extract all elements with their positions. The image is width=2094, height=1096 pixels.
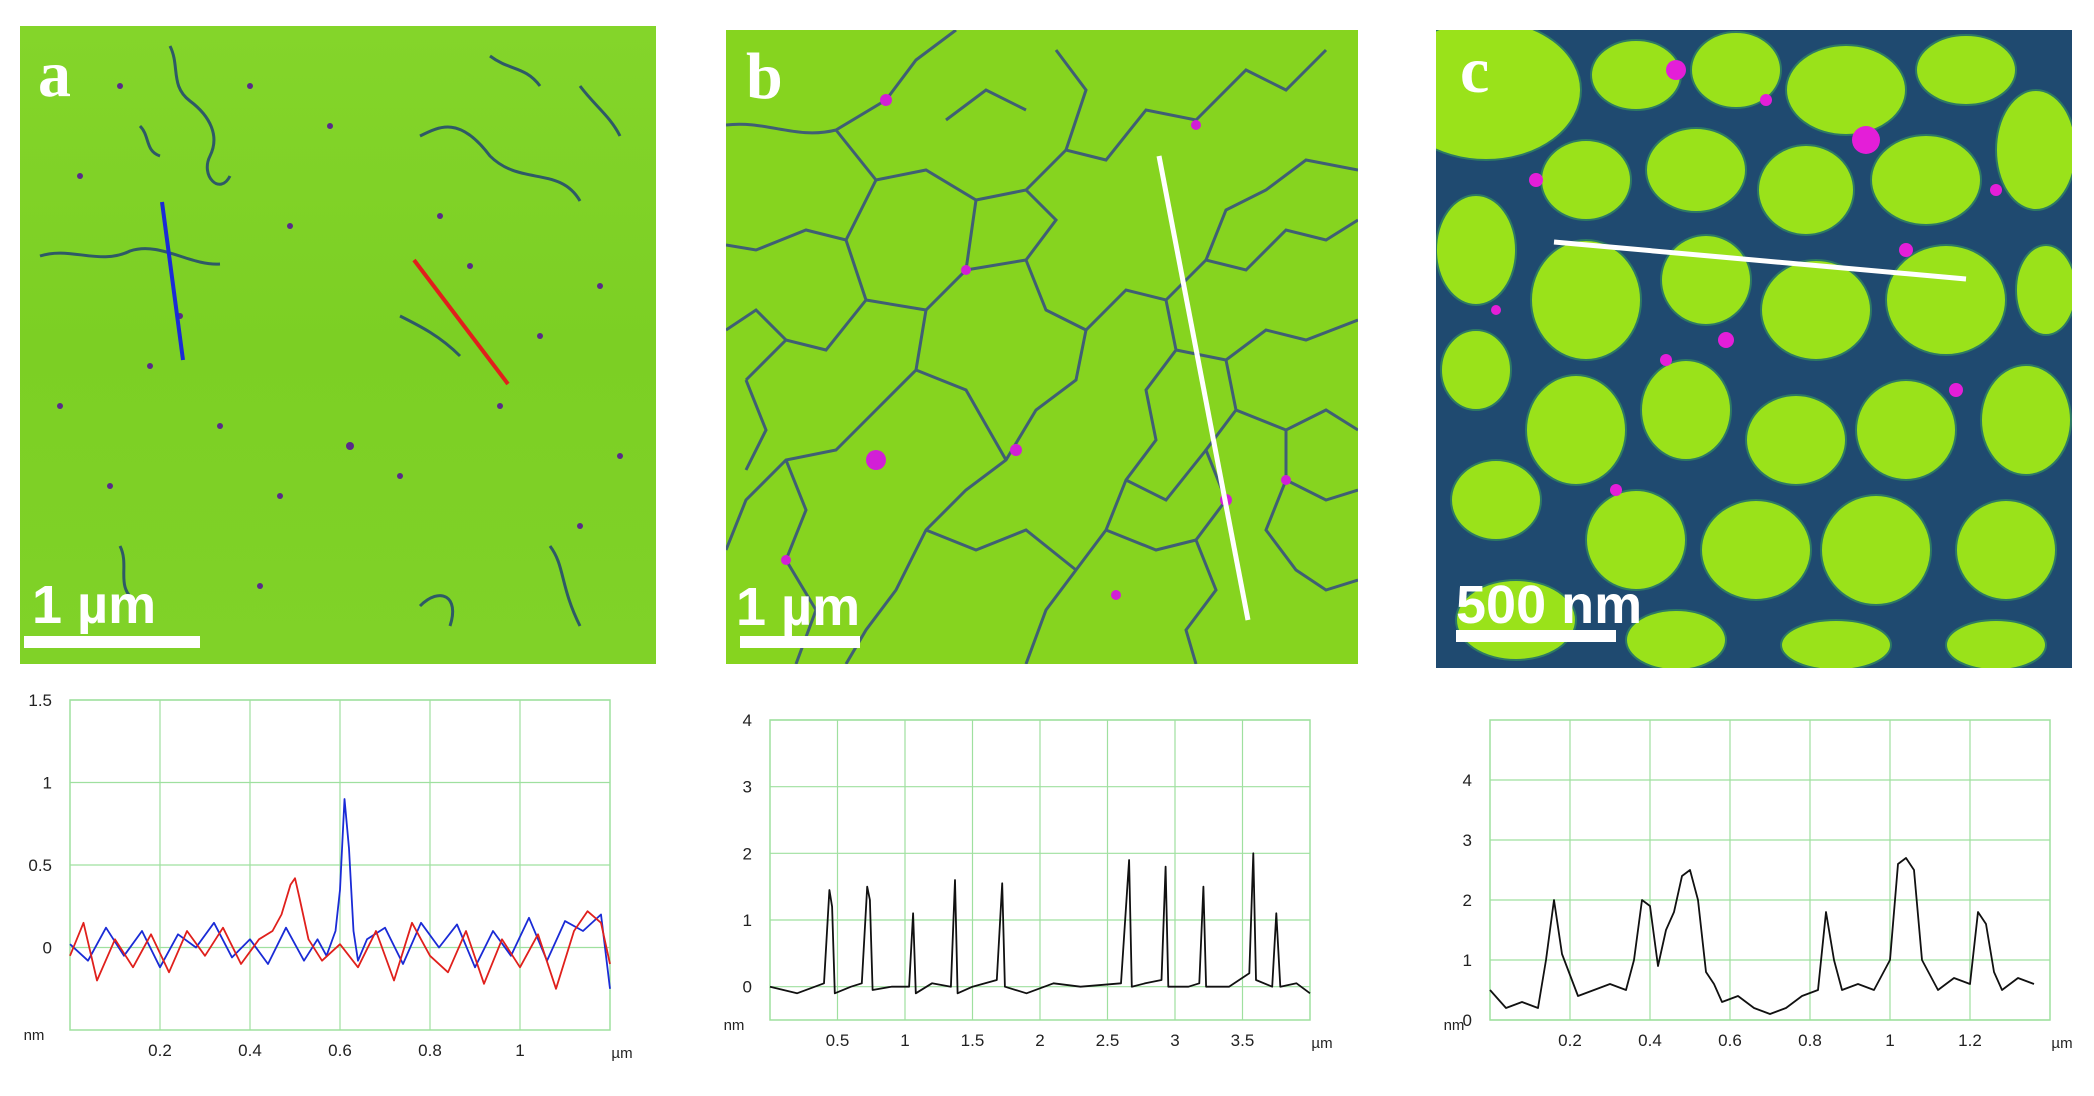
x-tick-label-c: 0.2 — [1558, 1031, 1582, 1050]
x-tick-label-b: 1 — [900, 1031, 909, 1050]
y-tick-label-a: 0 — [43, 939, 52, 958]
height-profile-c-chart: 0.2 0.4 0.6 0.8 1 1.2 0 1 2 3 4 nm µm — [1444, 719, 2073, 1052]
x-tick-label-c: 1 — [1885, 1031, 1894, 1050]
x-tick-label-a: 0.4 — [238, 1041, 262, 1060]
height-profile-a: 0.2 0.4 0.6 0.8 1 0 0.5 1 1.5 nm µm — [0, 690, 640, 1090]
scale-bar-c — [1456, 630, 1616, 642]
x-tick-label-b: 3 — [1170, 1031, 1179, 1050]
panel-letter-a: a — [38, 38, 71, 111]
x-axis-unit-c: µm — [2051, 1035, 2072, 1052]
height-profile-a-chart: 0.2 0.4 0.6 0.8 1 0 0.5 1 1.5 nm µm — [24, 691, 633, 1062]
y-tick-label-b: 2 — [743, 844, 752, 863]
x-tick-label-c: 0.8 — [1798, 1031, 1822, 1050]
plot-frame-c — [1489, 719, 2051, 1021]
x-tick-label-a: 0.2 — [148, 1041, 172, 1060]
series-line-b-0 — [769, 852, 1311, 995]
y-tick-label-a: 0.5 — [28, 856, 52, 875]
y-tick-label-c: 3 — [1463, 831, 1472, 850]
x-tick-label-b: 0.5 — [826, 1031, 850, 1050]
y-axis-unit-b: nm — [724, 1017, 745, 1034]
y-axis-unit-c: nm — [1444, 1017, 1465, 1034]
afm-image-b-graphic — [726, 30, 1358, 664]
x-tick-label-a: 1 — [515, 1041, 524, 1060]
y-tick-label-b: 0 — [743, 978, 752, 997]
scale-bar-a — [24, 636, 200, 648]
x-tick-label-c: 1.2 — [1958, 1031, 1982, 1050]
x-tick-label-b: 3.5 — [1231, 1031, 1255, 1050]
height-profile-b-chart: 0.5 1 1.5 2 2.5 3 3.5 0 1 2 3 4 nm µm — [724, 711, 1333, 1052]
scale-label-c: 500 nm — [1456, 575, 1643, 635]
x-tick-label-c: 0.6 — [1718, 1031, 1742, 1050]
panel-letter-b: b — [746, 40, 783, 113]
x-tick-label-a: 0.6 — [328, 1041, 352, 1060]
series-line-a-0 — [69, 798, 611, 989]
x-tick-label-a: 0.8 — [418, 1041, 442, 1060]
scale-label-b: 1 µm — [736, 577, 861, 637]
afm-image-c-graphic — [1436, 30, 2072, 668]
x-axis-unit-a: µm — [611, 1045, 632, 1062]
y-tick-label-a: 1 — [43, 774, 52, 793]
x-tick-label-b: 1.5 — [961, 1031, 985, 1050]
series-line-c-0 — [1489, 857, 2035, 1015]
y-axis-unit-a: nm — [24, 1027, 45, 1044]
y-tick-label-c: 0 — [1463, 1011, 1472, 1030]
x-tick-label-b: 2 — [1035, 1031, 1044, 1050]
panel-letter-c: c — [1460, 34, 1490, 107]
afm-image-a-graphic — [20, 26, 656, 664]
x-tick-label-c: 0.4 — [1638, 1031, 1662, 1050]
y-tick-label-b: 3 — [743, 778, 752, 797]
scale-label-a: 1 µm — [32, 575, 157, 635]
afm-image-a — [20, 26, 656, 664]
y-tick-label-b: 1 — [743, 911, 752, 930]
x-tick-label-b: 2.5 — [1096, 1031, 1120, 1050]
y-tick-label-c: 4 — [1463, 771, 1472, 790]
y-tick-label-c: 1 — [1463, 951, 1472, 970]
height-profile-b: 0.5 1 1.5 2 2.5 3 3.5 0 1 2 3 4 nm µm — [700, 700, 1340, 1090]
y-tick-label-b: 4 — [743, 711, 752, 730]
scale-bar-b — [740, 636, 860, 648]
y-tick-label-c: 2 — [1463, 891, 1472, 910]
afm-image-c — [1436, 30, 2072, 668]
x-axis-unit-b: µm — [1311, 1035, 1332, 1052]
series-line-a-1 — [69, 877, 611, 990]
y-tick-label-a: 1.5 — [28, 691, 52, 710]
afm-image-b — [726, 30, 1358, 664]
height-profile-c: 0.2 0.4 0.6 0.8 1 1.2 0 1 2 3 4 nm µm — [1420, 700, 2080, 1090]
